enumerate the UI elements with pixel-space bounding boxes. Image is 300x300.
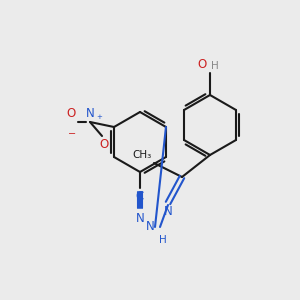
Text: N: N <box>164 205 172 218</box>
Text: C: C <box>136 190 144 203</box>
Text: N: N <box>136 212 144 225</box>
Text: N: N <box>85 107 94 120</box>
Text: O: O <box>99 138 109 151</box>
Text: +: + <box>96 114 102 120</box>
Text: H: H <box>159 235 167 245</box>
Text: CH₃: CH₃ <box>133 150 152 160</box>
Text: O: O <box>198 58 207 71</box>
Text: H: H <box>211 61 219 71</box>
Text: O: O <box>67 107 76 120</box>
Text: −: − <box>68 129 76 139</box>
Text: N: N <box>146 220 155 233</box>
